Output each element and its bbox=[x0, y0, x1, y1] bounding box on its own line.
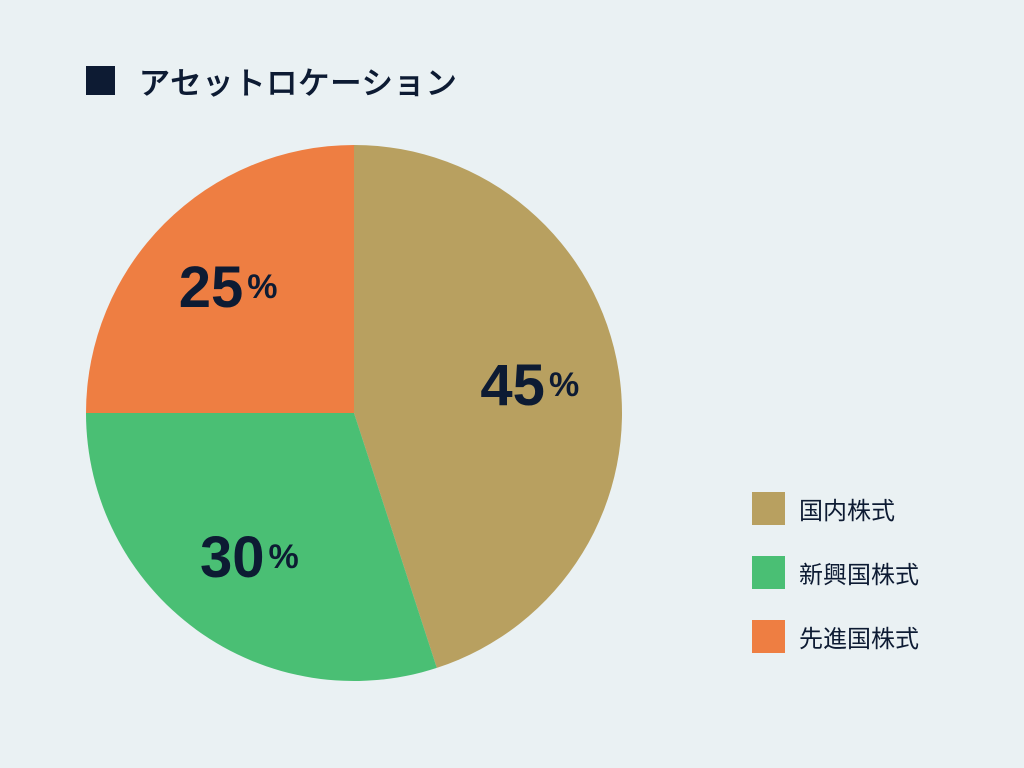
legend-item-developed-stocks: 先進国株式 bbox=[752, 618, 919, 654]
pie-data-label-domestic-stocks: 45% bbox=[480, 353, 579, 418]
legend-swatch-emerging-stocks bbox=[752, 555, 785, 589]
legend-swatch-developed-stocks bbox=[752, 619, 785, 653]
pie-data-label-emerging-stocks: 30% bbox=[200, 525, 299, 590]
legend-label-emerging-stocks: 新興国株式 bbox=[799, 560, 919, 589]
pie-labels: 45 % 30 % 25% bbox=[179, 255, 579, 590]
pie-slice-developed-stocks bbox=[86, 145, 354, 413]
pie-slice-emerging-stocks bbox=[86, 413, 437, 681]
pie-slices bbox=[86, 145, 622, 681]
legend-label-domestic-stocks: 国内株式 bbox=[799, 496, 895, 525]
legend-label-developed-stocks: 先進国株式 bbox=[799, 624, 919, 653]
legend-item-domestic-stocks: 国内株式 bbox=[752, 490, 919, 526]
legend: 国内株式 新興国株式 先進国株式 bbox=[752, 490, 919, 682]
pie-data-label-developed-stocks: 25% bbox=[179, 255, 278, 320]
chart-title: アセットロケーション bbox=[139, 65, 458, 102]
chart-title-group: アセットロケーション bbox=[86, 58, 458, 102]
legend-item-emerging-stocks: 新興国株式 bbox=[752, 554, 919, 590]
legend-swatch-domestic-stocks bbox=[752, 491, 785, 525]
pie-slice-domestic-stocks bbox=[354, 145, 622, 668]
title-square-icon bbox=[86, 65, 115, 95]
